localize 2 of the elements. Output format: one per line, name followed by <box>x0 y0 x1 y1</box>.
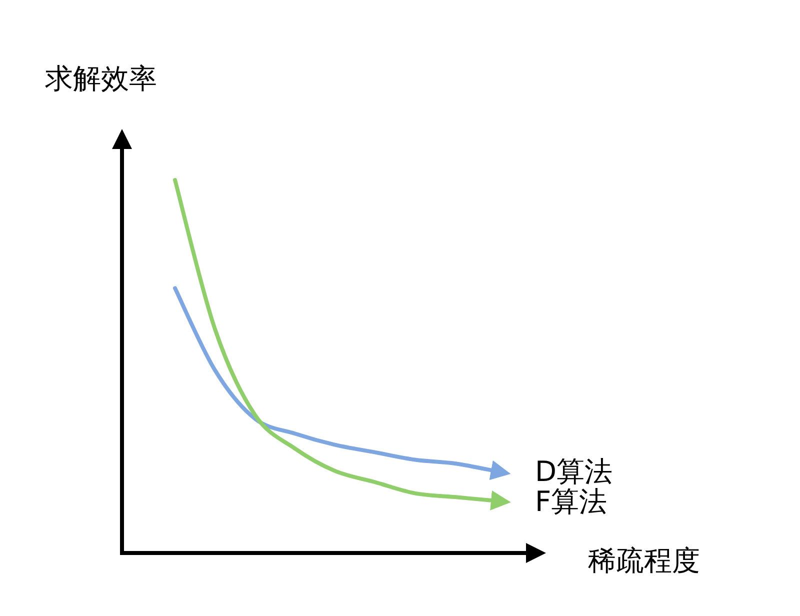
x-axis-title: 稀疏程度 <box>588 544 700 577</box>
y-axis-title: 求解效率 <box>45 62 157 95</box>
